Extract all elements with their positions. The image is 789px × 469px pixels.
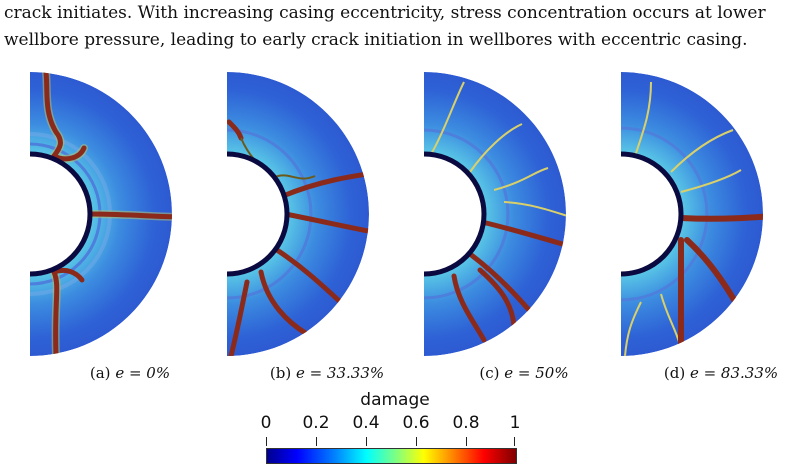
body-paragraph: crack initiates. With increasing casing … (4, 0, 784, 54)
caption-d: (d) e = 83.33% (663, 364, 779, 382)
colorbar-tick (466, 437, 467, 446)
damage-plot-d (621, 72, 763, 356)
colorbar-tick-label: 0 (260, 413, 272, 433)
figure-c (424, 72, 624, 357)
figure-b (227, 72, 427, 357)
caption-b: (b) e = 33.33% (269, 364, 385, 382)
colorbar-tick (416, 437, 417, 446)
colorbar-tick (266, 437, 267, 446)
caption-a: (a) e = 0% (89, 364, 171, 382)
colorbar-title: damage (360, 390, 430, 410)
colorbar-tick (316, 437, 317, 446)
damage-plot-c (424, 72, 566, 356)
figure-d (621, 72, 789, 357)
paragraph-line-1: crack initiates. With increasing casing … (4, 3, 766, 23)
colorbar-tick-label: 0.2 (302, 413, 330, 433)
colorbar-tick (366, 437, 367, 446)
caption-c: (c) e = 50% (479, 364, 569, 382)
colorbar-gradient (266, 448, 517, 464)
figure-a (30, 72, 230, 357)
colorbar-tick-label: 0.6 (402, 413, 430, 433)
colorbar-tick-label: 1 (509, 413, 521, 433)
colorbar-tick-label: 0.4 (352, 413, 380, 433)
damage-plot-a (30, 72, 172, 356)
damage-plot-b (227, 72, 369, 356)
paragraph-line-2: wellbore pressure, leading to early crac… (4, 30, 748, 50)
colorbar-tick (514, 437, 515, 446)
colorbar-tick-label: 0.8 (452, 413, 480, 433)
